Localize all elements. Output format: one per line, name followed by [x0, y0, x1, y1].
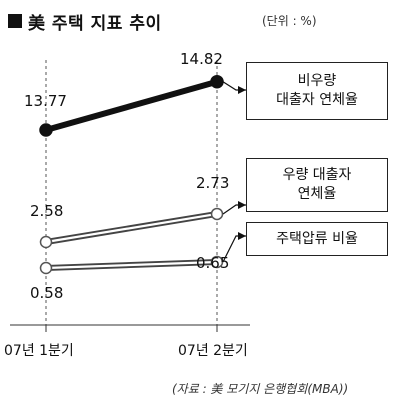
legend-prime-line-1: 우량 대출자: [282, 167, 352, 183]
legend-subprime-line-2: 대출자 연체율: [276, 92, 358, 108]
legend-subprime: 비우량 대출자 연체율: [246, 62, 388, 120]
unit-label: (단위 : %): [262, 14, 317, 28]
value-label-subprime-q2: 14.82: [180, 50, 223, 68]
data-point-s2-p1: [39, 235, 53, 249]
legend-leader-arrow-3: [238, 232, 246, 240]
data-point-s3-p1: [39, 261, 53, 275]
chart-title: 美 주택 지표 추이: [28, 13, 162, 34]
legend-leader-arrow-2: [238, 201, 246, 209]
data-point-s1-p1: [39, 123, 53, 137]
series-line-inner-3: [45, 260, 218, 270]
value-label-foreclosure-q1: 0.58: [30, 284, 64, 302]
x-tick-label-q1: 07년 1분기: [4, 343, 74, 359]
legend-prime: 우량 대출자 연체율: [246, 158, 388, 212]
legend-foreclosure: 주택압류 비율: [246, 222, 388, 256]
legend-subprime-line-1: 비우량: [297, 73, 337, 89]
value-label-subprime-q1: 13.77: [24, 92, 67, 110]
series-line-1: [43, 78, 220, 133]
data-point-s3-p2: [210, 255, 224, 269]
series-line-inner-2: [45, 212, 218, 244]
source-note: (자료 : 美 모기지 은행협회(MBA)): [172, 382, 349, 396]
x-tick-label-q2: 07년 2분기: [178, 343, 248, 359]
value-label-prime-q1: 2.58: [30, 202, 64, 220]
legend-prime-line-2: 연체율: [297, 186, 337, 202]
title-square-icon: [8, 14, 22, 28]
data-point-s2-p2: [210, 207, 224, 221]
value-label-prime-q2: 2.73: [196, 174, 230, 192]
legend-foreclosure-line-1: 주택압류 비율: [276, 230, 358, 247]
title-row: 美 주택 지표 추이: [8, 6, 162, 36]
legend-leader-arrow-1: [238, 86, 246, 94]
data-point-s1-p2: [210, 74, 224, 89]
value-label-foreclosure-q2: 0.65: [196, 254, 230, 272]
